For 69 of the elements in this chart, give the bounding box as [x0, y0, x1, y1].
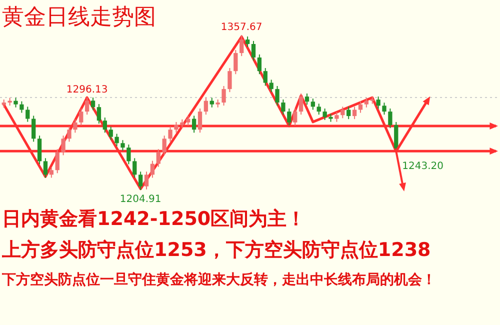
candlestick [298, 93, 304, 116]
candlestick [304, 93, 310, 106]
text: 上方多头防守点位1253，下方空头防守点位1238 [1, 239, 431, 261]
candlestick [108, 126, 113, 140]
candlestick [150, 160, 155, 178]
candlestick [79, 108, 84, 126]
candlestick [55, 148, 60, 174]
candlestick [67, 126, 72, 142]
chart-title: 黄金日线走势图 [2, 5, 156, 30]
annotation: 1204.91 [120, 194, 162, 205]
candlestick [257, 54, 262, 75]
candlestick [263, 68, 268, 86]
candlestick [37, 135, 42, 165]
candlestick [352, 106, 357, 120]
candlestick [346, 106, 351, 120]
candlestick [340, 106, 345, 119]
annotation: 1243.20 [402, 161, 444, 172]
candlestick [204, 97, 208, 116]
candlestick [382, 102, 386, 116]
candlestick [251, 40, 256, 62]
candlestick [287, 108, 292, 126]
candlestick [198, 108, 202, 134]
candlestick [269, 79, 274, 93]
candlestick [281, 99, 286, 116]
candlestick [240, 34, 244, 57]
candlestick [120, 140, 125, 152]
candlestick [84, 96, 90, 116]
candlestick [132, 158, 137, 178]
candlestick [73, 118, 78, 134]
candlestick [168, 126, 172, 142]
candlestick [102, 117, 107, 134]
annotation: 1357.67 [220, 22, 262, 33]
candlestick [293, 108, 298, 126]
candlestick [126, 144, 131, 165]
candlestick [275, 86, 280, 106]
candlestick [43, 158, 48, 178]
candlestick [364, 97, 368, 108]
candlestick [14, 97, 18, 108]
annotation: 1296.13 [66, 84, 108, 96]
candlestick [61, 135, 66, 156]
candlestick [162, 135, 166, 156]
candlestick [49, 166, 54, 178]
text: 日内黄金看1242-1250区间为主！ [2, 208, 306, 230]
candlestick [334, 112, 339, 122]
candlestick [138, 171, 143, 190]
candlestick [394, 122, 398, 152]
candlestick [228, 68, 232, 93]
candlestick [245, 36, 250, 48]
candlestick [222, 86, 226, 106]
candlestick [388, 108, 392, 129]
candlestick [144, 171, 149, 190]
candlestick [26, 106, 30, 122]
candlestick [174, 122, 178, 134]
candlestick [186, 115, 190, 126]
candlestick [210, 97, 214, 108]
candlestick [310, 98, 316, 110]
candlestick [192, 115, 196, 134]
text: 下方空头防点位一旦守住黄金将迎来大反转，走出中长线布局的机会！ [1, 271, 436, 288]
candlestick [316, 103, 321, 116]
candlestick [376, 96, 380, 110]
candlestick [156, 148, 160, 168]
candlestick [358, 100, 363, 114]
candlestick [32, 115, 36, 142]
candlestick [90, 97, 96, 111]
candlestick [20, 100, 24, 114]
candlestick [234, 49, 238, 75]
candlestick [96, 104, 102, 124]
candlestick [114, 133, 119, 147]
candlestick [322, 108, 327, 120]
